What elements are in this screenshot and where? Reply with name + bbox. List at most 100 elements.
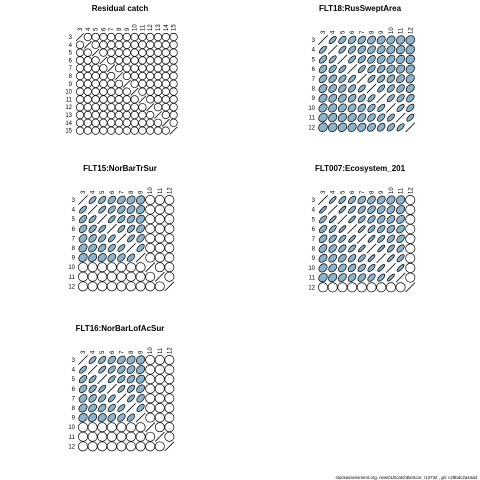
correlation-ellipse <box>78 243 88 253</box>
col-age-label: 3 <box>78 27 84 31</box>
correlation-ellipse <box>145 204 156 215</box>
correlation-ellipse <box>87 441 98 452</box>
correlation-ellipse <box>106 441 117 452</box>
row-age-label: 9 <box>312 96 316 102</box>
correlation-ellipse <box>87 281 98 292</box>
correlation-ellipse <box>338 205 347 214</box>
correlation-ellipse <box>75 79 85 88</box>
correlation-ellipse <box>106 262 117 273</box>
row-age-label: 8 <box>69 74 73 80</box>
panel-flt18-russweptarea: FLT18:RusSweptArea 3 4 5 6 7 8 9 10 11 1234567891… <box>308 4 416 133</box>
correlation-ellipse <box>318 244 328 253</box>
correlation-ellipse <box>169 64 178 73</box>
correlation-ellipse <box>107 71 116 81</box>
correlation-ellipse <box>405 74 415 84</box>
correlation-diagonal <box>106 223 117 234</box>
correlation-ellipse <box>154 355 165 365</box>
correlation-ellipse <box>75 110 85 120</box>
correlation-ellipse <box>153 56 163 65</box>
correlation-ellipse <box>153 87 163 96</box>
correlation-ellipse <box>357 113 367 122</box>
correlation-ellipse <box>328 64 337 74</box>
col-age-label: 12 <box>148 24 154 31</box>
correlation-ellipse <box>83 56 92 65</box>
correlation-ellipse <box>91 71 100 81</box>
correlation-ellipse <box>154 204 165 215</box>
row-age-label: 10 <box>65 90 72 96</box>
correlation-ellipse <box>337 103 347 113</box>
correlation-ellipse <box>347 263 357 273</box>
correlation-ellipse <box>138 56 147 65</box>
correlation-diagonal <box>356 233 367 244</box>
correlation-ellipse <box>164 271 175 282</box>
row-age-label: 14 <box>65 121 72 127</box>
correlation-ellipse <box>377 84 386 93</box>
correlation-ellipse <box>145 364 156 375</box>
correlation-ellipse <box>130 126 139 135</box>
row-age-label: 5 <box>312 57 316 63</box>
col-age-label: 8 <box>129 350 135 354</box>
correlation-ellipse <box>328 74 337 84</box>
correlation-ellipse <box>318 84 328 93</box>
correlation-ellipse <box>154 364 165 375</box>
correlation-ellipse <box>146 126 155 135</box>
correlation-ellipse <box>367 45 376 55</box>
correlation-ellipse <box>319 205 327 214</box>
correlation-ellipse <box>126 413 136 422</box>
correlation-ellipse <box>78 224 88 234</box>
correlation-ellipse <box>376 195 386 205</box>
correlation-ellipse <box>376 282 387 293</box>
correlation-ellipse <box>122 110 131 120</box>
col-age-label: 11 <box>158 347 164 354</box>
correlation-ellipse <box>136 205 146 215</box>
correlation-ellipse <box>376 215 386 224</box>
correlation-ellipse <box>83 32 92 42</box>
panel-flt15-norbartrsur: FLT15:NorBarTrSur 3 4 5 6 7 8 9 10 11 12345678910… <box>68 164 175 292</box>
correlation-ellipse <box>97 403 107 413</box>
correlation-ellipse <box>405 54 415 65</box>
correlation-ellipse <box>75 71 85 81</box>
correlation-ellipse <box>169 48 178 57</box>
correlation-ellipse <box>396 123 405 132</box>
col-age-label: 3 <box>81 350 87 354</box>
correlation-ellipse <box>78 394 88 403</box>
correlation-ellipse <box>154 393 165 404</box>
correlation-ellipse <box>122 64 131 73</box>
row-age-label: 4 <box>312 48 316 54</box>
correlation-ellipse <box>357 35 367 45</box>
correlation-ellipse <box>136 214 146 224</box>
correlation-ellipse <box>154 233 165 244</box>
col-age-label: 12 <box>408 27 414 34</box>
correlation-ellipse <box>318 272 328 283</box>
correlation-diagonal <box>130 87 139 96</box>
row-age-label: 5 <box>72 217 76 223</box>
col-age-label: 8 <box>370 30 376 34</box>
correlation-ellipse <box>318 112 328 123</box>
row-age-label: 5 <box>69 51 73 57</box>
panel-flt16-norbarlofacsur: FLT16:NorBarLofAcSur 3 4 5 6 7 8 9 10 11 12345678… <box>68 324 175 452</box>
row-age-label: 3 <box>72 198 76 204</box>
correlation-ellipse <box>164 243 175 253</box>
correlation-ellipse <box>396 234 405 244</box>
correlation-ellipse <box>99 110 108 120</box>
correlation-ellipse <box>367 113 376 122</box>
correlation-ellipse <box>161 87 170 96</box>
col-age-label: 8 <box>129 190 135 194</box>
correlation-ellipse <box>130 79 139 88</box>
correlation-ellipse <box>153 103 163 112</box>
row-age-label: 8 <box>72 246 76 252</box>
col-age-label: 7 <box>109 27 115 31</box>
correlation-ellipse <box>99 79 108 88</box>
correlation-ellipse <box>161 40 170 49</box>
correlation-ellipse <box>122 126 131 135</box>
correlation-ellipse <box>117 355 126 365</box>
correlation-ellipse <box>135 441 146 452</box>
correlation-ellipse <box>116 262 127 273</box>
col-age-label: 10 <box>133 24 139 31</box>
correlation-ellipse <box>377 234 386 243</box>
correlation-ellipse <box>78 271 88 282</box>
correlation-ellipse <box>386 54 396 64</box>
col-age-label: 11 <box>399 187 405 194</box>
correlation-ellipse <box>126 281 136 292</box>
correlation-ellipse <box>153 126 163 135</box>
